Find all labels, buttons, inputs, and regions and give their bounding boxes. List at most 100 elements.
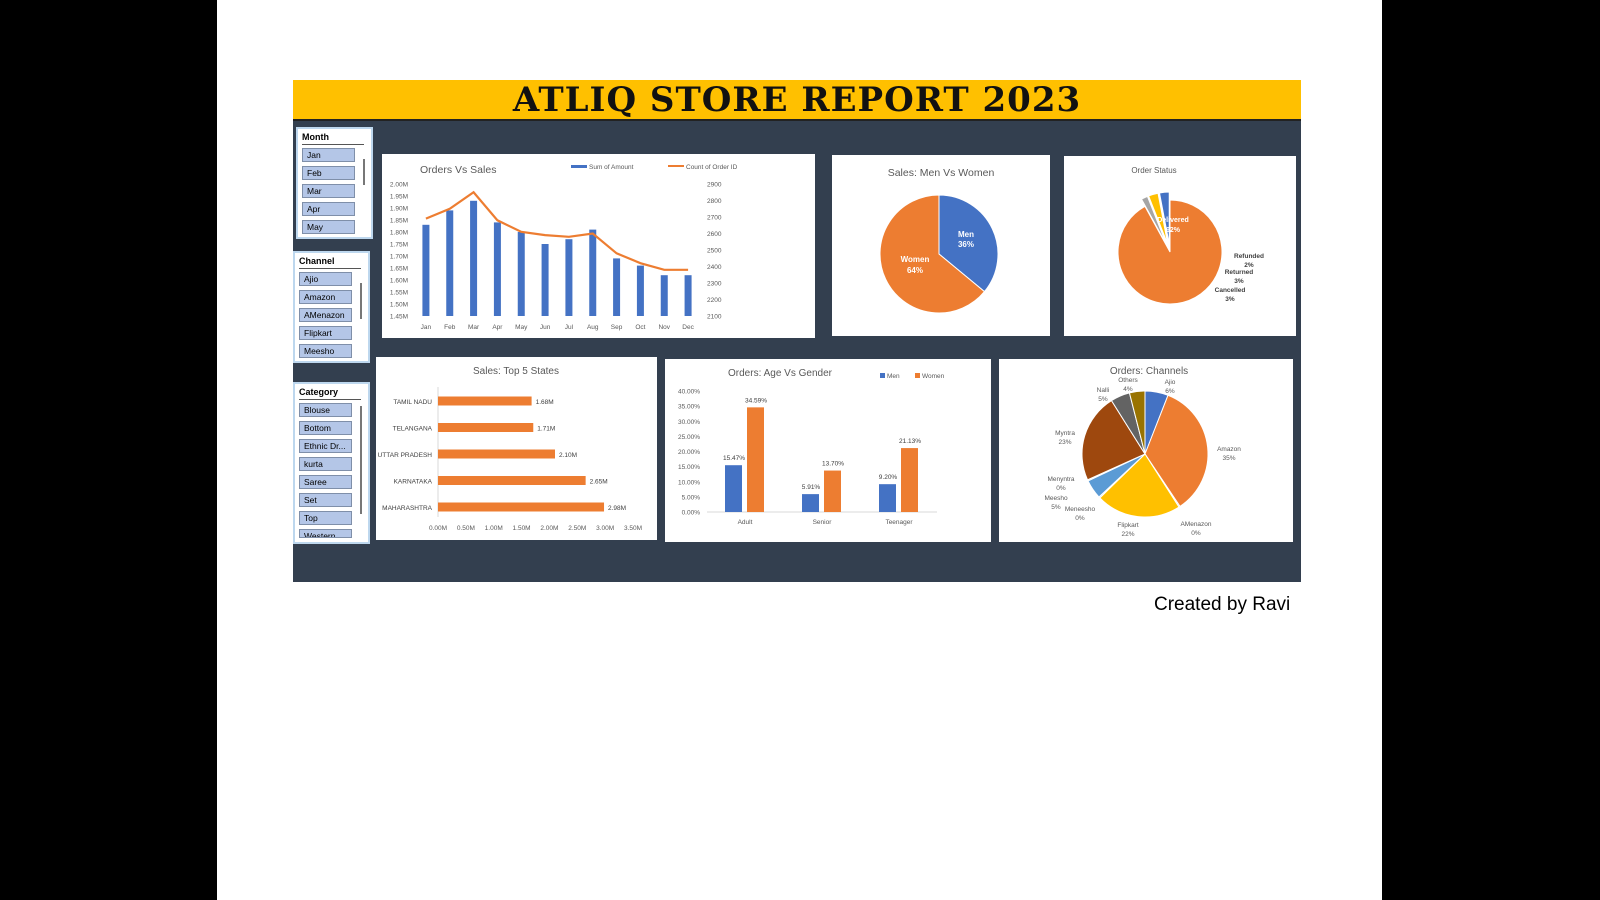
bar-women <box>824 470 841 512</box>
x-tick-label: Dec <box>682 324 694 331</box>
slicer-item-kurta[interactable]: kurta <box>299 457 352 471</box>
legend-swatch-women <box>915 373 920 378</box>
slicer-item-meesho[interactable]: Meesho <box>299 344 352 358</box>
x-tick-label: Aug <box>587 324 599 331</box>
bar-label-men: 15.47% <box>723 455 745 462</box>
x-tick-label: Adult <box>738 519 753 526</box>
top5-states-chart: Sales: Top 5 States TAMIL NADU 1.68M TELANG… <box>378 366 642 532</box>
bar-label-women: 34.59% <box>745 397 767 404</box>
line-count-of-order-id <box>425 190 689 271</box>
state-value-label: 1.71M <box>537 426 555 433</box>
slicer-item-western[interactable]: Western... <box>299 529 352 538</box>
legend-label-amount: Sum of Amount <box>589 164 634 171</box>
x-tick-label: 1.50M <box>513 525 531 532</box>
bar-sum-of-amount <box>446 210 454 316</box>
y-tick-label: 25.00% <box>678 434 700 441</box>
month-slicer-scrollbar[interactable] <box>363 159 365 185</box>
x-tick-label: Mar <box>468 324 480 331</box>
legend-label-men: Men <box>887 373 900 380</box>
status-slice <box>1158 191 1170 245</box>
channel-pct-amenazon: 0% <box>1191 530 1201 537</box>
bar-women <box>747 407 764 512</box>
state-bar <box>438 502 605 512</box>
state-label: KARNATAKA <box>394 479 433 486</box>
dashboard: ATLIQ STORE REPORT 2023 Month Jan Feb Ma… <box>293 80 1301 582</box>
x-tick-label: 1.00M <box>485 525 503 532</box>
month-slicer: Month Jan Feb Mar Apr May <box>296 127 373 239</box>
slice-pct-delivered: 92% <box>1166 227 1181 234</box>
x-tick-label: Oct <box>635 324 645 331</box>
bar-sum-of-amount <box>493 222 501 316</box>
bar-men <box>879 484 896 512</box>
y-tick-label: 1.80M <box>390 230 408 237</box>
slicer-item-set[interactable]: Set <box>299 493 352 507</box>
category-slicer: Category Blouse Bottom Ethnic Dr... kurt… <box>293 382 370 544</box>
slicer-item-saree[interactable]: Saree <box>299 475 352 489</box>
chart-title: Order Status <box>1131 166 1176 175</box>
slicer-item-flipkart[interactable]: Flipkart <box>299 326 352 340</box>
y-tick-label: 35.00% <box>678 404 700 411</box>
x-tick-label: May <box>515 324 528 331</box>
y-tick-label: 1.60M <box>390 278 408 285</box>
channel-pct-others: 4% <box>1123 386 1133 393</box>
x-tick-label: Feb <box>444 324 456 331</box>
bar-sum-of-amount <box>517 232 525 316</box>
top5-states-panel: Sales: Top 5 States TAMIL NADU 1.68M TELANG… <box>376 357 657 540</box>
y-tick-label: 30.00% <box>678 419 700 426</box>
slicer-item-ethnic[interactable]: Ethnic Dr... <box>299 439 352 453</box>
slicer-item-may[interactable]: May <box>302 220 355 234</box>
slicer-item-blouse[interactable]: Blouse <box>299 403 352 417</box>
men-vs-women-panel: Sales: Men Vs Women Men 36% Women 64% <box>832 155 1050 336</box>
chart-title: Orders Vs Sales <box>420 164 496 176</box>
legend-label-orders: Count of Order ID <box>686 164 738 171</box>
channel-slicer-scrollbar[interactable] <box>360 283 362 319</box>
slicer-item-top[interactable]: Top <box>299 511 352 525</box>
x-tick-label: 3.00M <box>596 525 614 532</box>
channel-label-myntra: Myntra <box>1055 430 1075 437</box>
slicer-item-mar[interactable]: Mar <box>302 184 355 198</box>
slicer-item-amenazon[interactable]: AMenazon <box>299 308 352 322</box>
channel-pct-menyntra: 0% <box>1056 485 1066 492</box>
order-status-chart: Order Status Delivered 92% Refunded 2%Return… <box>1117 166 1264 305</box>
slicer-item-amazon[interactable]: Amazon <box>299 290 352 304</box>
channel-pct-meesho: 5% <box>1051 504 1061 511</box>
x-tick-label: Teenager <box>885 519 913 526</box>
orders-vs-sales-panel: Orders Vs Sales Sum of Amount Count of Ord… <box>382 154 815 338</box>
gender-slice <box>938 194 999 293</box>
slice-label-delivered: Delivered <box>1157 217 1189 224</box>
state-label: TAMIL NADU <box>393 399 432 406</box>
slicer-item-bottom[interactable]: Bottom <box>299 421 352 435</box>
slice-label-men: Men <box>958 230 974 239</box>
y2-tick-label: 2600 <box>707 231 722 238</box>
state-value-label: 1.68M <box>536 399 554 406</box>
channel-pct-myntra: 23% <box>1058 439 1071 446</box>
x-tick-label: Nov <box>658 324 670 331</box>
state-value-label: 2.98M <box>608 505 626 512</box>
bar-sum-of-amount <box>613 258 621 316</box>
y-tick-label: 1.50M <box>390 302 408 309</box>
channel-pct-flipkart: 22% <box>1121 531 1134 538</box>
state-value-label: 2.65M <box>590 479 608 486</box>
bar-sum-of-amount <box>422 224 430 316</box>
y-tick-label: 1.70M <box>390 254 408 261</box>
chart-title: Sales: Top 5 States <box>473 366 559 377</box>
slicer-item-feb[interactable]: Feb <box>302 166 355 180</box>
bar-sum-of-amount <box>565 239 573 316</box>
y-tick-label: 5.00% <box>682 494 701 501</box>
category-slicer-scrollbar[interactable] <box>360 406 362 514</box>
y-tick-label: 15.00% <box>678 464 700 471</box>
chart-title: Orders: Age Vs Gender <box>728 368 833 379</box>
status-slice <box>1117 199 1223 305</box>
month-slicer-title: Month <box>302 132 364 145</box>
y-tick-label: 1.75M <box>390 242 408 249</box>
channel-label-flipkart: Flipkart <box>1117 522 1139 529</box>
channel-slice <box>1081 399 1146 481</box>
slicer-item-apr[interactable]: Apr <box>302 202 355 216</box>
channel-label-ajio: Ajio <box>1165 379 1176 386</box>
slicer-item-ajio[interactable]: Ajio <box>299 272 352 286</box>
slicer-item-jan[interactable]: Jan <box>302 148 355 162</box>
y-tick-label: 20.00% <box>678 449 700 456</box>
bar-women <box>901 448 918 512</box>
y-tick-label: 1.90M <box>390 206 408 213</box>
